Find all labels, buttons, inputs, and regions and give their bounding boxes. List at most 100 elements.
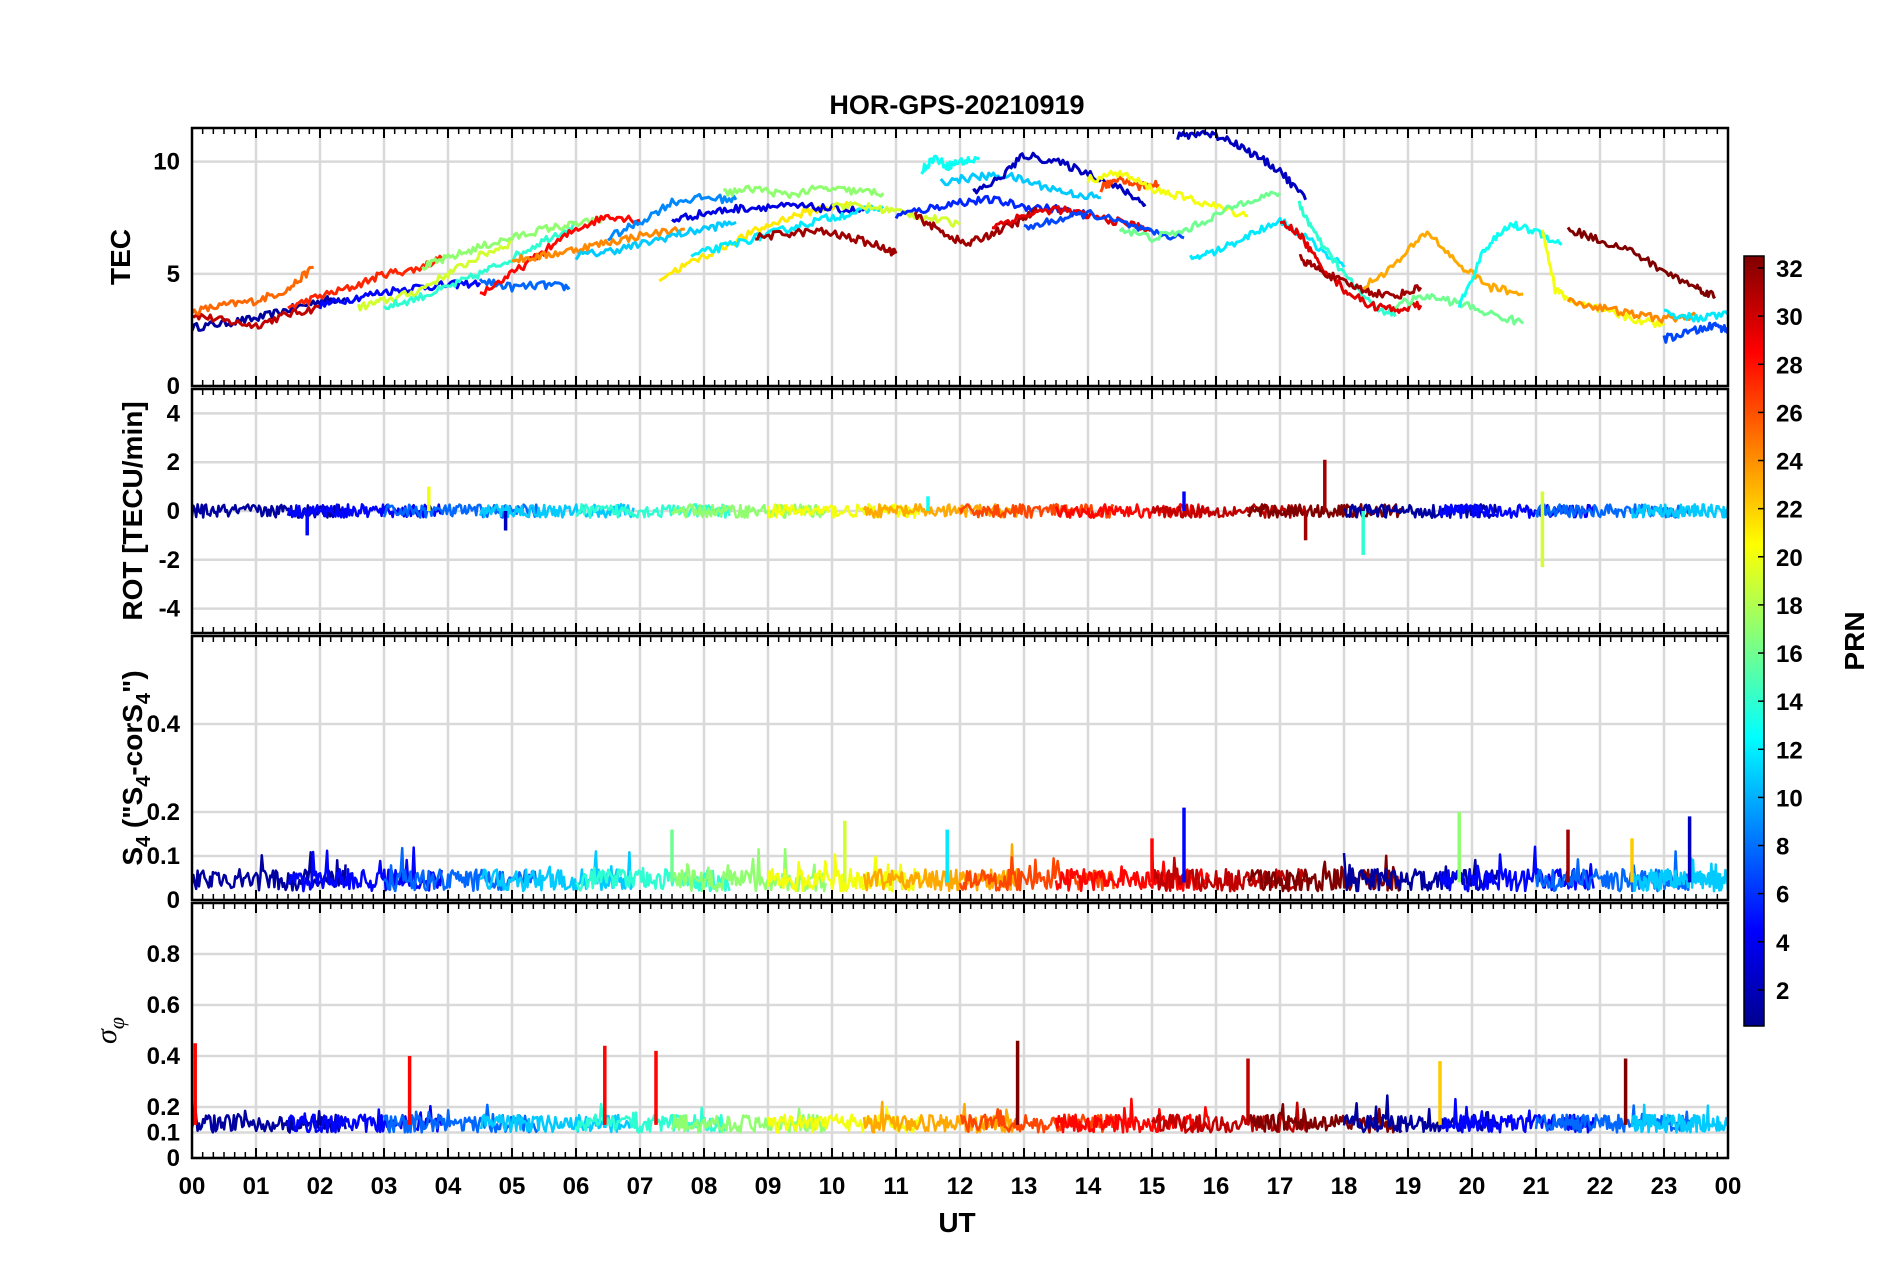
y-tick-label: 0.1 [147,1120,180,1147]
x-tick-label: 01 [243,1173,270,1200]
noise-trace [286,503,442,519]
tec-series-line [1662,321,1728,344]
colorbar-tick-label: 16 [1776,641,1803,668]
colorbar-tick-label: 2 [1776,978,1789,1005]
y-tick-label: 0.1 [147,843,180,870]
colorbar-tick-label: 6 [1776,882,1789,909]
tec-series-line [1023,209,1185,241]
x-tick-label: 14 [1075,1173,1102,1200]
noise-trace [1150,848,1307,893]
x-tick-label: 03 [371,1173,398,1200]
colorbar-tick-label: 12 [1776,737,1803,764]
noise-trace [575,866,731,893]
noise-trace [1630,857,1728,893]
y-tick-label: 5 [167,261,180,288]
colorbar-gradient [1743,255,1765,1027]
y-axis-label: TEC [105,229,136,285]
noise-trace [1150,1101,1307,1134]
x-tick-label: 00 [179,1173,206,1200]
tec-series-line [1298,254,1423,300]
tec-series-line [1279,220,1423,314]
tec-series-line [511,226,685,264]
tec-series-line [382,220,578,311]
y-tick-label: 0.2 [147,799,180,826]
y-tick-label: 4 [167,400,181,427]
x-tick-label: 06 [563,1173,590,1200]
y-tick-label: -2 [159,547,180,574]
x-tick-label: 21 [1523,1173,1550,1200]
tec-series-line [1086,169,1249,218]
tec-series-line [894,194,1088,220]
y-axis-label: σφ [90,1017,129,1044]
tec-series-line [690,204,885,258]
y-tick-label: 0 [167,498,180,525]
x-tick-label: 00 [1715,1173,1742,1200]
colorbar-tick-label: 8 [1776,834,1789,861]
minor-ticks [191,128,1729,386]
panel-2: -4 -2 0 2 4 ROT [TECU/min] [117,387,1730,635]
y-tick-label: 0.8 [147,941,180,968]
tec-series-line [831,200,961,228]
noise-trace [192,850,347,892]
x-tick-label: 17 [1267,1173,1294,1200]
y-tick-label: 0.2 [147,1094,180,1121]
noise-trace [382,503,539,519]
colorbar-tick-label: 20 [1776,545,1803,572]
tec-series-line [1566,297,1698,324]
tec-series-line [1362,230,1524,297]
y-tick-label: 10 [153,149,180,176]
tec-series-line [723,184,885,200]
y-tick-label: 0.4 [147,1043,181,1070]
y-tick-label: 0 [167,1145,180,1172]
x-tick-label: 08 [691,1173,718,1200]
tec-series-line [479,213,641,296]
y-tick-label: 0 [167,373,180,400]
tec-series-line [478,278,571,293]
x-tick-label: 23 [1651,1173,1678,1200]
tec-series-line [913,206,1039,247]
y-axis-label: ROT [TECU/min] [117,401,148,620]
panel-data [192,807,1728,893]
panel-3: 0 0.1 0.2 0.4S4 ("S4-corS4") [117,634,1730,914]
colorbar-tick-label: 24 [1776,449,1803,476]
colorbar-tick-label: 18 [1776,593,1803,620]
x-tick-label: 20 [1459,1173,1486,1200]
tec-series-line [192,295,347,332]
x-tick-label: 15 [1139,1173,1166,1200]
noise-trace [862,503,1019,519]
tec-series-line [920,154,981,175]
tec-series-line [972,151,1147,207]
x-tick-label: 07 [627,1173,654,1200]
tec-series-line [192,304,321,330]
chart-title: HOR-GPS-20210919 [829,90,1084,120]
x-tick-label: 05 [499,1173,526,1200]
panel-data [192,459,1728,568]
tec-series-line [574,220,737,261]
panel-data [192,129,1728,344]
noise-trace [671,503,827,519]
colorbar-tick-label: 14 [1776,689,1803,716]
x-tick-label: 09 [755,1173,782,1200]
y-axis-label: S4 ("S4-corS4") [117,670,155,865]
tec-series-line [356,239,513,312]
noise-trace [1246,854,1403,893]
colorbar-tick-label: 10 [1776,785,1803,812]
y-tick-label: 2 [167,449,180,476]
panel-data [192,1040,1728,1134]
minor-ticks [191,389,1729,633]
tec-series-line [1118,190,1282,243]
colorbar-tick-label: 28 [1776,352,1803,379]
x-tick-label: 18 [1331,1173,1358,1200]
x-tick-label: 02 [307,1173,334,1200]
y-tick-label: 0 [167,887,180,914]
x-tick-label: 04 [435,1173,462,1200]
noise-trace [478,503,635,519]
x-tick-label: 12 [947,1173,974,1200]
tec-series-line [1663,308,1728,323]
tec-series-line [421,216,603,271]
tec-series-line [607,192,738,242]
noise-trace [1630,1103,1728,1134]
